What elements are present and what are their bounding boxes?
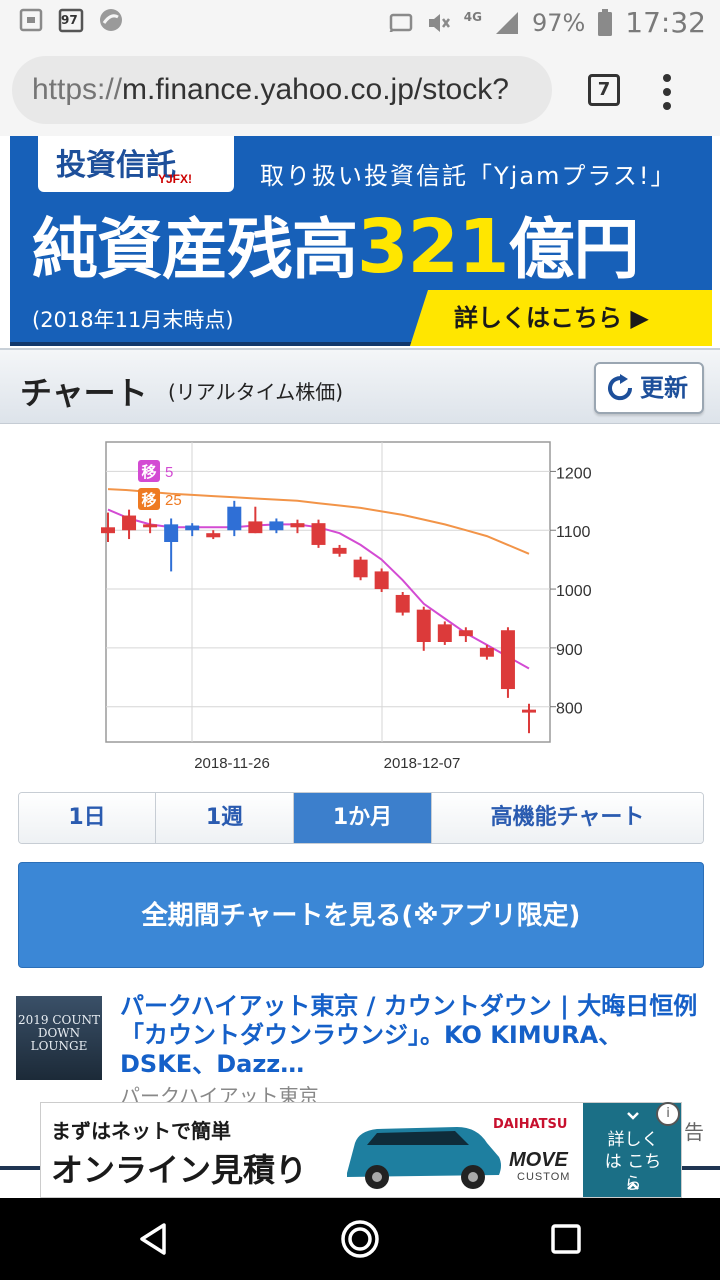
period-tabs: 1日 1週 1か月 高機能チャート	[18, 792, 704, 844]
tab-advanced-chart[interactable]: 高機能チャート	[432, 793, 703, 843]
url-bar[interactable]: https://m.finance.yahoo.co.jp/stock?	[12, 56, 552, 124]
calendar-badge: 97	[61, 13, 78, 27]
full-period-chart-button[interactable]: 全期間チャートを見る(※アプリ限定)	[18, 862, 704, 968]
x-tick-label: 2018-12-07	[384, 755, 461, 772]
ma25-line	[107, 488, 530, 555]
candle-body	[185, 525, 200, 531]
plot-area	[105, 441, 551, 743]
candle-body	[269, 521, 284, 531]
legend-label: 5	[165, 464, 173, 481]
news-title-link[interactable]: パークハイアット東京 / カウントダウン | 大晦日恒例「カウントダウンラウンジ…	[120, 992, 698, 1078]
chart-section-header: チャート (リアルタイム株価) 更新	[0, 348, 720, 424]
banner-date-note: (2018年11月末時点)	[32, 308, 234, 332]
banner-headline-suffix: 億円	[508, 211, 639, 288]
candle-body	[522, 709, 536, 713]
candle-body	[395, 594, 410, 613]
candle-body	[248, 521, 263, 534]
candle-body	[374, 571, 389, 590]
candle-body	[332, 547, 347, 554]
car-image	[347, 1127, 501, 1189]
refresh-label: 更新	[640, 374, 688, 402]
y-tick-label: 1000	[556, 583, 592, 600]
screenshot-notification-icon	[19, 8, 43, 32]
candle-body	[164, 524, 179, 542]
section-subtitle: (リアルタイム株価)	[168, 380, 344, 404]
cast-icon	[389, 13, 412, 32]
status-bar: 97 4G 97% 17:32	[0, 0, 720, 44]
ad-info-icon[interactable]: i	[656, 1102, 680, 1126]
android-nav-bar	[0, 1198, 720, 1280]
app-notification-icon	[100, 9, 122, 31]
network-type: 4G	[463, 9, 482, 24]
y-tick-label: 800	[556, 701, 583, 718]
clock: 17:32	[625, 6, 706, 39]
banner-details-button[interactable]: 詳しくはこちら ▶	[410, 290, 712, 346]
url-scheme: https://	[32, 73, 123, 106]
tab-1-week[interactable]: 1週	[156, 793, 294, 843]
banner-logo-text: 投資信託	[56, 148, 176, 183]
browser-toolbar: https://m.finance.yahoo.co.jp/stock? 7	[0, 44, 720, 136]
ad-details-button[interactable]: 詳しくは こちら	[583, 1103, 681, 1197]
refresh-icon	[608, 374, 633, 401]
ad-model: MOVE	[509, 1149, 568, 1171]
mute-icon	[428, 13, 450, 32]
banner-headline-prefix: 純資産残高	[32, 211, 358, 288]
battery-percent: 97%	[531, 8, 586, 37]
legend-label: 25	[165, 492, 182, 509]
recents-icon[interactable]	[546, 1219, 586, 1259]
promo-banner[interactable]: 投資信託 YJFX! 取り扱い投資信託「Yjamプラス!」 純資産残高321億円…	[0, 136, 720, 348]
banner-headline-number: 321	[357, 204, 509, 290]
url-host: m.finance.yahoo.co.jp/stock?	[122, 73, 509, 106]
more-vert-icon[interactable]	[660, 72, 674, 112]
legend-badge-text: 移	[141, 491, 156, 509]
news-item[interactable]: 2019 COUNT DOWN LOUNGE パークハイアット東京 / カウント…	[16, 990, 706, 1108]
ad-model-sub: CUSTOM	[517, 1171, 571, 1183]
candle-body	[353, 559, 368, 578]
y-tick-label: 1200	[556, 465, 592, 482]
stock-chart: 1200 1100 1000 900 800 2018-11-26 2018-12-07 移 5…	[0, 424, 720, 784]
candle-body	[143, 524, 158, 528]
x-tick-label: 2018-11-26	[194, 755, 270, 772]
candle-body	[437, 624, 452, 642]
legend-badge	[138, 460, 160, 482]
ad-line-2: オンライン見積り	[51, 1151, 308, 1189]
ad-label: 告	[684, 1120, 704, 1144]
banner-logo-sub: YJFX!	[158, 172, 193, 186]
legend-badge	[138, 488, 160, 510]
bottom-ad-banner[interactable]: まずはネットで簡単 オンライン見積り DAIHATSU MOVE CUSTOM …	[40, 1102, 682, 1198]
chevron-up-icon	[627, 1182, 639, 1190]
candle-body	[290, 523, 305, 528]
ad-line-1: まずはネットで簡単	[51, 1119, 231, 1143]
banner-headline: 純資産残高321億円	[32, 196, 639, 292]
candle-body	[416, 609, 431, 642]
ad-brand: DAIHATSU	[493, 1117, 568, 1132]
legend-badge-text: 移	[141, 463, 156, 481]
calendar-notification-icon: 97	[58, 7, 84, 33]
y-tick-label: 1100	[556, 524, 591, 541]
candle-body	[206, 533, 221, 538]
candlestick-chart: 1200 1100 1000 900 800 2018-11-26 2018-12-07 移 5…	[101, 441, 592, 772]
tab-switcher-button[interactable]: 7	[588, 74, 620, 106]
refresh-button[interactable]: 更新	[594, 362, 704, 414]
tab-1-day[interactable]: 1日	[19, 793, 156, 843]
banner-top-text: 取り扱い投資信託「Yjamプラス!」	[260, 162, 677, 190]
signal-icon	[495, 11, 518, 34]
candle-body	[500, 630, 515, 690]
home-icon[interactable]	[338, 1217, 382, 1261]
candle-body	[311, 523, 326, 545]
candle-body	[479, 647, 494, 657]
back-icon[interactable]	[134, 1219, 174, 1259]
chevron-down-icon	[627, 1112, 639, 1120]
section-title: チャート	[20, 374, 148, 412]
candle-body	[101, 527, 115, 534]
candle-body	[458, 630, 473, 637]
y-tick-label: 900	[556, 642, 583, 659]
news-thumbnail: 2019 COUNT DOWN LOUNGE	[16, 996, 102, 1080]
tab-1-month[interactable]: 1か月	[294, 793, 432, 843]
candle-body	[227, 506, 242, 531]
banner-logo: 投資信託 YJFX!	[38, 136, 234, 192]
candle-body	[122, 515, 137, 531]
battery-icon	[598, 8, 613, 36]
